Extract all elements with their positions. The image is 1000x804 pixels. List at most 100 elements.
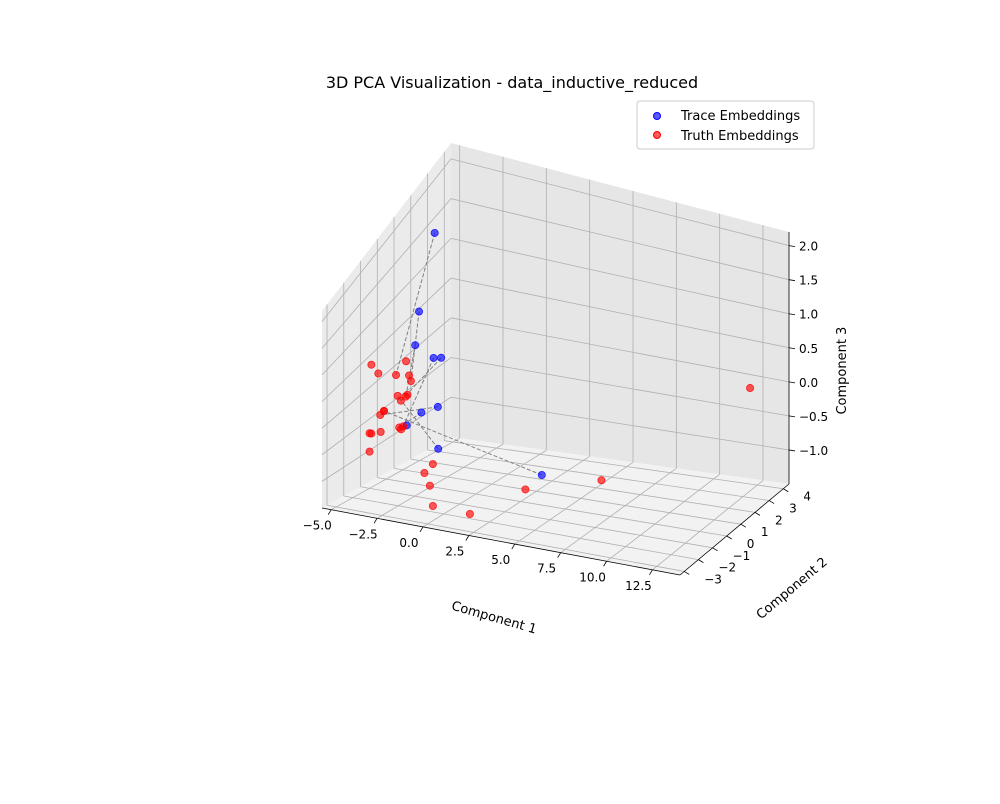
trace-point: [537, 470, 546, 479]
trace-point: [430, 228, 439, 237]
x-tick: [511, 543, 516, 550]
y-tick: [754, 512, 761, 516]
truth-point: [746, 384, 755, 393]
truth-point: [428, 460, 437, 469]
gridline-y-floor: [444, 440, 784, 490]
trace-point: [434, 444, 443, 453]
legend-box: [636, 100, 815, 150]
z-axis-label: Component 3: [835, 327, 850, 415]
gridline-y-floor: [343, 495, 699, 561]
y-tick: [740, 523, 747, 528]
pair-line: [405, 345, 416, 397]
gridline-y-floor: [377, 477, 727, 537]
gridline-y-floor: [360, 486, 713, 549]
z-tick-label: −0.5: [799, 410, 828, 424]
z-tick: [788, 381, 796, 384]
x-tick-label: 12.5: [625, 579, 652, 593]
truth-point: [402, 357, 411, 366]
gridline-z-back: [450, 158, 790, 247]
z-tick: [788, 279, 796, 282]
x-axis-label: Component 1: [450, 599, 539, 638]
x-tick: [419, 526, 424, 533]
z-tick: [788, 245, 796, 248]
x-tick-label: 5.0: [491, 553, 510, 567]
truth-point: [397, 425, 406, 434]
gridline-z-left: [321, 277, 452, 402]
pair-line: [395, 232, 436, 376]
legend-marker-truth: [653, 131, 661, 139]
truth-point: [425, 481, 434, 490]
x-tick: [557, 552, 562, 558]
x-axis-line: [321, 507, 681, 576]
truth-point: [393, 391, 402, 400]
y-tick: [698, 559, 704, 563]
truth-point: [420, 468, 429, 477]
truth-point: [521, 485, 530, 494]
y-tick: [768, 500, 775, 504]
y-tick-label: −1: [733, 549, 751, 563]
gridline-y-floor: [326, 504, 685, 572]
gridline-z-back: [450, 277, 790, 349]
x-tick-label: −5.0: [303, 519, 332, 533]
gridline-y-floor: [427, 449, 770, 501]
pair-line: [397, 395, 439, 450]
y-tick-label: 1: [761, 525, 769, 539]
gridline-z-back: [450, 237, 790, 315]
legend-label-trace: Trace Embeddings: [680, 109, 800, 124]
legend-label-truth: Truth Embeddings: [680, 129, 799, 144]
y-tick: [783, 488, 789, 493]
y-tick-label: −3: [704, 572, 722, 586]
z-tick: [788, 449, 796, 452]
x-tick-label: 2.5: [445, 544, 464, 558]
truth-point: [374, 369, 383, 378]
pair-line: [398, 412, 422, 428]
pane-left: [322, 143, 451, 508]
gridline-y-floor: [393, 467, 741, 525]
pair-line: [402, 357, 435, 427]
axis-panes: [322, 143, 789, 575]
gridline-z-back: [450, 317, 790, 383]
pair-lines: [380, 232, 542, 476]
y-axis-line: [679, 483, 790, 576]
truth-point: [428, 502, 437, 511]
truth-point: [465, 509, 474, 518]
x-tick-label: 7.5: [537, 562, 556, 576]
gridline-z-left: [321, 158, 452, 322]
trace-point: [411, 341, 420, 350]
gridline-z-left: [321, 357, 452, 456]
z-tick: [788, 347, 796, 350]
y-tick-label: −2: [718, 561, 736, 575]
gridline-z-back: [450, 396, 790, 451]
z-tick-label: 0.5: [799, 342, 818, 356]
x-tick: [373, 518, 378, 524]
z-tick-label: 2.0: [799, 240, 818, 254]
truth-point: [597, 476, 606, 485]
y-tick-label: 4: [803, 490, 811, 504]
gridline-z-left: [321, 238, 452, 376]
y-tick-label: 2: [775, 513, 783, 527]
truth-point: [365, 447, 374, 456]
gridline-z-left: [321, 396, 452, 482]
z-tick-label: 1.0: [799, 308, 818, 322]
z-tick-label: −1.0: [799, 444, 828, 458]
markers: [365, 228, 755, 518]
gridline-y-floor: [410, 458, 756, 513]
gridline-z-back: [450, 357, 790, 417]
trace-point: [429, 353, 438, 362]
truth-point: [367, 360, 376, 369]
x-tick: [465, 535, 470, 541]
x-tick-label: −2.5: [349, 527, 378, 541]
truth-point: [379, 407, 388, 416]
x-tick: [649, 569, 653, 576]
truth-point: [392, 370, 401, 379]
x-tick-label: 0.0: [399, 536, 418, 550]
trace-point: [415, 307, 424, 316]
trace-point: [437, 353, 446, 362]
y-tick-label: 3: [789, 502, 797, 516]
z-tick-label: 0.0: [799, 376, 818, 390]
gridlines: [321, 145, 790, 572]
truth-point: [403, 390, 412, 399]
x-tick-label: 10.0: [579, 570, 606, 584]
